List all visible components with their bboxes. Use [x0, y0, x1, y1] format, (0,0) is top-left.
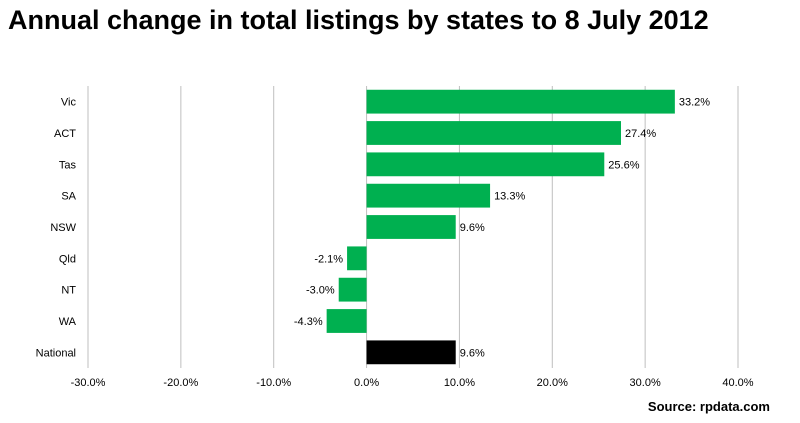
bar	[366, 121, 621, 145]
bar	[366, 89, 675, 114]
category-label: Tas	[59, 159, 77, 171]
category-label: SA	[61, 191, 76, 203]
data-label: 27.4%	[625, 128, 656, 140]
data-label: 13.3%	[494, 191, 525, 203]
category-label: Vic	[61, 97, 77, 109]
x-tick-label: 30.0%	[630, 377, 661, 389]
data-label: 33.2%	[679, 97, 710, 109]
bar	[366, 215, 456, 239]
data-labels: 33.2% 27.4% 25.6% 13.3% 9.6% -2.1% -3.0% -4.3% 9…	[294, 97, 710, 360]
data-label: 9.6%	[460, 347, 485, 359]
data-label: 9.6%	[460, 222, 485, 234]
category-labels: Vic ACT Tas SA NSW Qld NT WA National	[36, 97, 77, 360]
chart-title: Annual change in total listings by state…	[8, 5, 709, 35]
bar	[366, 183, 491, 208]
data-label: 25.6%	[608, 159, 639, 171]
bars	[326, 89, 675, 365]
x-tick-label: -20.0%	[163, 377, 198, 389]
bar	[366, 152, 605, 177]
x-tick-label: 40.0%	[722, 377, 753, 389]
x-tick-label: -10.0%	[256, 377, 291, 389]
category-label: Qld	[59, 253, 76, 265]
source-note: Source: rpdata.com	[647, 399, 770, 414]
category-label: National	[36, 347, 76, 359]
x-axis-tick-labels: -30.0% -20.0% -10.0% 0.0% 10.0% 20.0% 30.0% 40.…	[71, 377, 754, 389]
bar	[366, 340, 456, 365]
bar	[326, 309, 367, 333]
x-tick-label: -30.0%	[71, 377, 106, 389]
data-label: -2.1%	[314, 253, 343, 265]
data-label: -4.3%	[294, 316, 323, 328]
x-tick-label: 10.0%	[444, 377, 475, 389]
data-label: -3.0%	[306, 285, 335, 297]
bar	[347, 246, 367, 271]
bar	[338, 277, 367, 302]
x-tick-label: 0.0%	[354, 377, 379, 389]
category-label: NSW	[50, 222, 76, 234]
category-label: ACT	[54, 128, 76, 140]
category-label: NT	[61, 285, 76, 297]
category-label: WA	[59, 316, 77, 328]
x-tick-label: 20.0%	[537, 377, 568, 389]
